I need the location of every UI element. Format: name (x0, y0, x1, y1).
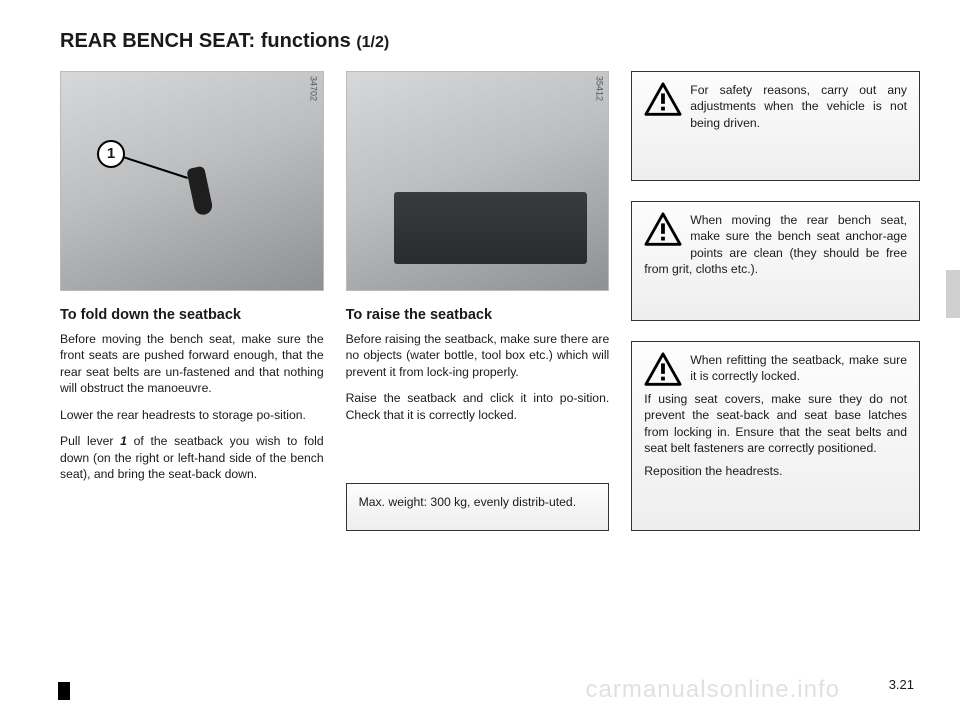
warning-icon (644, 212, 682, 246)
para-fold-1: Before moving the bench seat, make sure … (60, 331, 324, 397)
para-fold-3: Pull lever 1 of the seatback you wish to… (60, 433, 324, 482)
watermark: carmanualsonline.info (586, 676, 840, 704)
warning-panel-safety: For safety reasons, carry out any adjust… (631, 71, 920, 181)
seat-lever-graphic (186, 166, 214, 217)
photo-lever: 34702 1 (60, 71, 324, 291)
warning-panel-refitting: When refitting the seatback, make sure i… (631, 341, 920, 531)
info-text-max-weight: Max. weight: 300 kg, evenly distrib-uted… (359, 494, 597, 510)
info-panel-max-weight: Max. weight: 300 kg, evenly distrib-uted… (346, 483, 610, 531)
column-middle: 35412 To raise the seatback Before raisi… (346, 71, 610, 531)
warning-text-anchorage: When moving the rear bench seat, make su… (644, 212, 907, 278)
warning-icon (644, 352, 682, 386)
photo-folded-seat: 35412 (346, 71, 610, 291)
title-suffix: (1/2) (356, 34, 389, 51)
page-title: REAR BENCH SEAT: functions (1/2) (60, 30, 920, 53)
callout-marker: 1 (97, 140, 125, 168)
footer-mark (58, 682, 70, 700)
callout-label: 1 (107, 145, 115, 162)
para-fold-3-lever: 1 (120, 434, 127, 448)
heading-fold-down: To fold down the seatback (60, 307, 324, 323)
column-left: 34702 1 To fold down the seatback Before… (60, 71, 324, 531)
section-tab (946, 270, 960, 318)
warning-text-safety: For safety reasons, carry out any adjust… (644, 82, 907, 131)
warning-refit-p2: If using seat covers, make sure they do … (644, 391, 907, 457)
para-raise-2: Raise the seatback and click it into po-… (346, 390, 610, 423)
folded-seat-graphic (394, 192, 588, 264)
warning-icon (644, 82, 682, 116)
photo-tag: 34702 (309, 76, 319, 101)
para-fold-2: Lower the rear headrests to storage po-s… (60, 407, 324, 423)
warning-panel-anchorage: When moving the rear bench seat, make su… (631, 201, 920, 321)
warning-refit-p1: When refitting the seatback, make sure i… (644, 352, 907, 385)
page-number: 3.21 (889, 677, 914, 692)
warning-text-refitting: When refitting the seatback, make sure i… (644, 352, 907, 479)
title-main: REAR BENCH SEAT: functions (60, 30, 356, 52)
para-fold-3a: Pull lever (60, 434, 120, 448)
callout-line (123, 156, 188, 179)
column-right: For safety reasons, carry out any adjust… (631, 71, 920, 531)
photo-tag: 35412 (594, 76, 604, 101)
para-raise-1: Before raising the seatback, make sure t… (346, 331, 610, 380)
heading-raise: To raise the seatback (346, 307, 610, 323)
warning-refit-p3: Reposition the headrests. (644, 463, 907, 479)
